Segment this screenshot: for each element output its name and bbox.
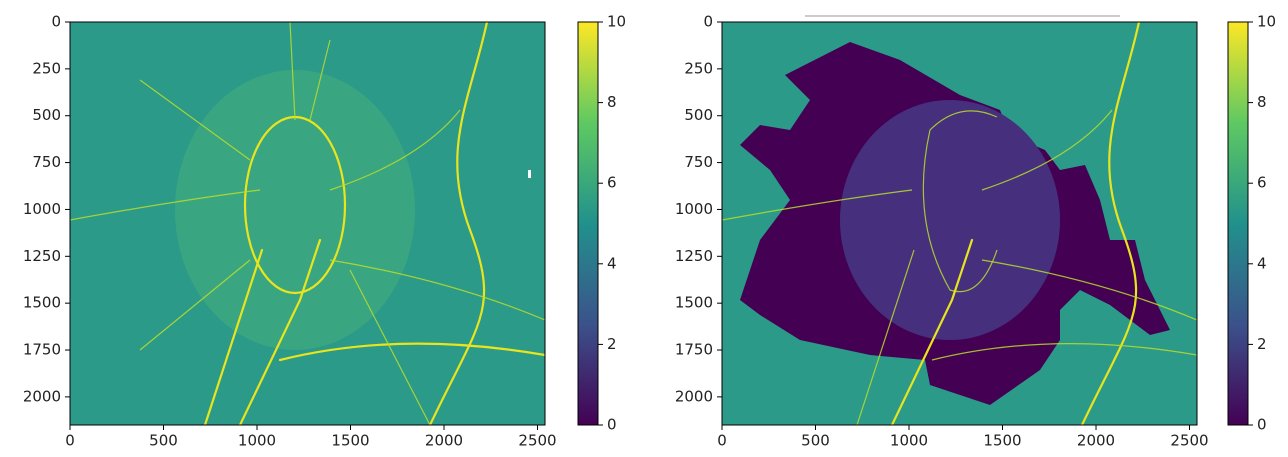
x-tick-label: 2500 — [518, 432, 556, 450]
colorbar-tick-label: 4 — [1257, 254, 1267, 272]
y-tick-label: 2000 — [23, 387, 61, 405]
colorbar-tick-label: 0 — [1257, 416, 1267, 434]
y-tick-label: 500 — [32, 106, 61, 124]
y-tick-label: 1500 — [23, 294, 61, 312]
y-tick-label: 750 — [684, 153, 713, 171]
y-tick-label: 1250 — [675, 247, 713, 265]
y-tick-label: 1000 — [23, 200, 61, 218]
x-tick-label: 500 — [149, 432, 178, 450]
x-tick-label: 2500 — [1170, 432, 1208, 450]
y-tick-label: 1500 — [675, 294, 713, 312]
heatmap-image — [722, 22, 1197, 425]
colorbar-tick-label: 8 — [607, 93, 617, 111]
y-tick-label: 0 — [703, 13, 713, 31]
y-tick-label: 1000 — [675, 200, 713, 218]
x-tick-label: 2000 — [1077, 432, 1115, 450]
colorbar-tick-label: 10 — [607, 13, 626, 31]
colorbar-tick-label: 6 — [1257, 174, 1267, 192]
colorbar-tick-label: 6 — [607, 174, 617, 192]
colorbar-tick-label: 8 — [1257, 93, 1267, 111]
colorbar-tick-label: 2 — [607, 335, 617, 353]
heatmap-image — [70, 22, 545, 425]
x-tick-label: 2000 — [425, 432, 463, 450]
y-tick-label: 1750 — [23, 341, 61, 359]
x-tick-label: 1500 — [331, 432, 369, 450]
x-tick-label: 500 — [801, 432, 830, 450]
y-tick-label: 250 — [684, 59, 713, 77]
x-tick-label: 0 — [717, 432, 727, 450]
colorbar-tick-label: 4 — [607, 254, 617, 272]
colorbar-tick-label: 2 — [1257, 335, 1267, 353]
colorbar-tick-label: 10 — [1257, 13, 1276, 31]
colorbar — [1228, 22, 1248, 425]
y-tick-label: 1250 — [23, 247, 61, 265]
y-tick-label: 2000 — [675, 387, 713, 405]
y-tick-label: 0 — [51, 13, 61, 31]
colorbar-tick-label: 0 — [607, 416, 617, 434]
y-tick-label: 750 — [32, 153, 61, 171]
y-tick-label: 500 — [684, 106, 713, 124]
colorbar — [578, 22, 598, 425]
y-tick-label: 250 — [32, 59, 61, 77]
figure: 0500100015002000250002505007501000125015… — [0, 0, 1288, 457]
x-tick-label: 1000 — [238, 432, 276, 450]
x-tick-label: 1500 — [983, 432, 1021, 450]
x-tick-label: 0 — [65, 432, 75, 450]
x-tick-label: 1000 — [890, 432, 928, 450]
y-tick-label: 1750 — [675, 341, 713, 359]
